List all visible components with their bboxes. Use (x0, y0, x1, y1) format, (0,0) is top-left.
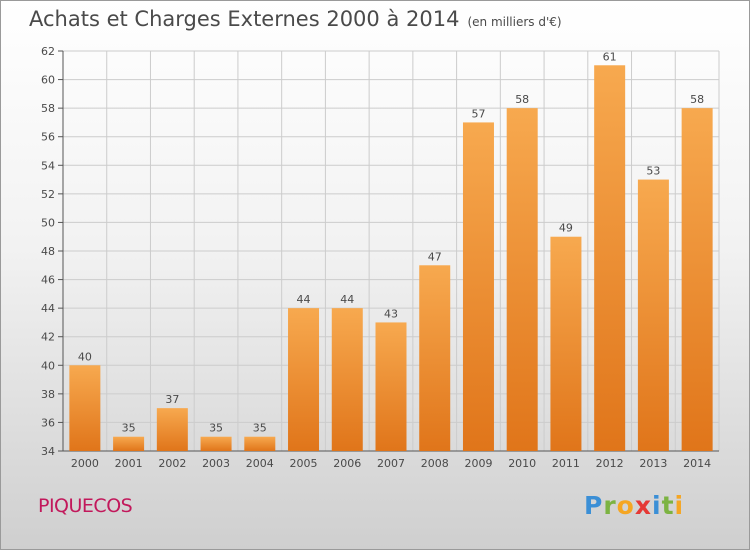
bar-value-label: 35 (253, 422, 267, 435)
x-tick-label: 2000 (71, 457, 99, 470)
bar (506, 108, 538, 452)
y-tick-label: 40 (41, 359, 55, 372)
y-tick-label: 44 (41, 302, 55, 315)
commune-name: PIQUECOS (38, 495, 133, 517)
title-row: Achats et Charges Externes 2000 à 2014 (e… (29, 7, 562, 31)
x-tick-label: 2013 (639, 457, 667, 470)
x-tick-label: 2001 (115, 457, 143, 470)
bar (331, 308, 363, 451)
bar-value-label: 49 (559, 222, 573, 235)
y-tick-label: 42 (41, 331, 55, 344)
logo-letter: i (674, 491, 685, 520)
bar-value-label: 58 (690, 93, 704, 106)
x-tick-label: 2010 (508, 457, 536, 470)
bar (69, 365, 101, 451)
y-tick-label: 38 (41, 388, 55, 401)
bar (156, 408, 188, 451)
y-tick-label: 50 (41, 216, 55, 229)
chart-title: Achats et Charges Externes 2000 à 2014 (29, 7, 460, 31)
bar-value-label: 58 (515, 93, 529, 106)
x-tick-label: 2003 (202, 457, 230, 470)
bar-value-label: 40 (78, 350, 92, 363)
x-tick-label: 2002 (158, 457, 186, 470)
x-tick-label: 2012 (596, 457, 624, 470)
y-tick-label: 58 (41, 102, 55, 115)
bar-value-label: 35 (122, 422, 136, 435)
bar (550, 236, 582, 451)
bar (681, 108, 713, 452)
logo-letter: i (652, 491, 662, 520)
logo-letter: o (616, 491, 635, 520)
bar-value-label: 37 (165, 393, 179, 406)
bar-value-label: 57 (471, 107, 485, 120)
y-tick-label: 54 (41, 159, 55, 172)
bar (200, 436, 232, 451)
x-tick-label: 2008 (421, 457, 449, 470)
y-tick-label: 52 (41, 188, 55, 201)
y-tick-label: 48 (41, 245, 55, 258)
y-tick-label: 34 (41, 445, 55, 458)
bar-layer (69, 65, 713, 452)
bar (113, 436, 145, 451)
bar-value-label: 53 (646, 165, 660, 178)
bar (244, 436, 276, 451)
y-tick-label: 46 (41, 274, 55, 287)
x-tick-label: 2004 (246, 457, 274, 470)
bar-value-label: 47 (428, 250, 442, 263)
bar (594, 65, 626, 452)
bar-value-label: 44 (340, 293, 354, 306)
chart-unit: (en milliers d'€) (467, 15, 562, 29)
bar (288, 308, 320, 451)
x-tick-label: 2007 (377, 457, 405, 470)
bar-value-label: 61 (603, 50, 617, 63)
x-tick-label: 2006 (333, 457, 361, 470)
bar (462, 122, 494, 451)
x-tick-label: 2011 (552, 457, 580, 470)
bar (375, 322, 407, 451)
y-tick-label: 62 (41, 45, 55, 58)
bar-value-label: 44 (297, 293, 311, 306)
x-tick-label: 2009 (464, 457, 492, 470)
bar (419, 265, 451, 451)
x-tick-label: 2014 (683, 457, 711, 470)
bar-value-label: 35 (209, 422, 223, 435)
proxiti-logo: Proxiti (584, 491, 684, 520)
y-tick-label: 60 (41, 74, 55, 87)
y-tick-label: 56 (41, 131, 55, 144)
logo-letter: r (603, 491, 617, 520)
bar-value-label: 43 (384, 307, 398, 320)
bar (637, 179, 669, 452)
logo-letter: x (634, 491, 652, 520)
y-tick-label: 36 (41, 416, 55, 429)
logo-letter: t (661, 491, 675, 520)
label-layer: 40 35 37 35 35 44 44 43 47 57 58 49 61 53 58 (78, 50, 704, 434)
x-tick-label: 2005 (290, 457, 318, 470)
logo-letter: P (584, 491, 604, 520)
